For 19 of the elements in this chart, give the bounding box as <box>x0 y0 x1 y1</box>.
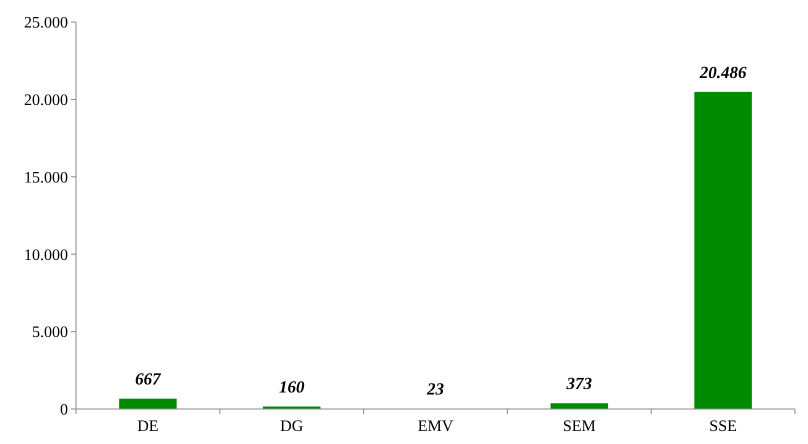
bar <box>550 403 608 409</box>
y-tick-label: 0 <box>60 402 68 419</box>
y-tick-label: 5.000 <box>32 324 68 342</box>
data-label: 20.486 <box>698 62 747 82</box>
bar <box>119 398 177 409</box>
y-tick-label: 15.000 <box>24 169 68 186</box>
x-tick-label: SEM <box>562 418 596 435</box>
x-tick-label: DG <box>280 418 304 435</box>
y-tick-label: 10.000 <box>24 246 68 264</box>
x-tick-label: EMV <box>418 418 454 435</box>
x-tick-label: DE <box>137 418 159 435</box>
x-tick-label: SSE <box>709 418 737 435</box>
bar <box>694 92 752 409</box>
y-tick-label: 20.000 <box>24 92 68 109</box>
data-label: 23 <box>426 380 444 399</box>
y-tick-label: 25.000 <box>24 14 68 32</box>
data-label: 373 <box>566 374 593 394</box>
data-label: 160 <box>278 378 305 397</box>
data-label: 667 <box>135 370 162 389</box>
